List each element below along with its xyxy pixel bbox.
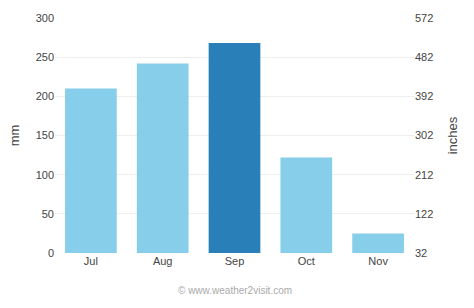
svg-text:Nov: Nov <box>368 255 388 267</box>
svg-text:Aug: Aug <box>153 255 173 267</box>
svg-text:572: 572 <box>415 12 433 24</box>
svg-text:0: 0 <box>48 247 54 259</box>
svg-text:392: 392 <box>415 90 433 102</box>
svg-text:mm: mm <box>7 125 22 147</box>
svg-text:Sep: Sep <box>225 255 245 267</box>
svg-text:200: 200 <box>36 90 54 102</box>
svg-text:250: 250 <box>36 51 54 63</box>
svg-text:212: 212 <box>415 169 433 181</box>
svg-text:300: 300 <box>36 12 54 24</box>
svg-text:100: 100 <box>36 169 54 181</box>
svg-text:150: 150 <box>36 129 54 141</box>
svg-text:32: 32 <box>415 247 427 259</box>
svg-text:Oct: Oct <box>298 255 315 267</box>
svg-text:50: 50 <box>42 208 54 220</box>
svg-text:© www.weather2visit.com: © www.weather2visit.com <box>178 285 292 296</box>
svg-text:482: 482 <box>415 51 433 63</box>
svg-text:302: 302 <box>415 129 433 141</box>
svg-text:inches: inches <box>445 116 460 154</box>
svg-text:122: 122 <box>415 208 433 220</box>
svg-text:Jul: Jul <box>84 255 98 267</box>
